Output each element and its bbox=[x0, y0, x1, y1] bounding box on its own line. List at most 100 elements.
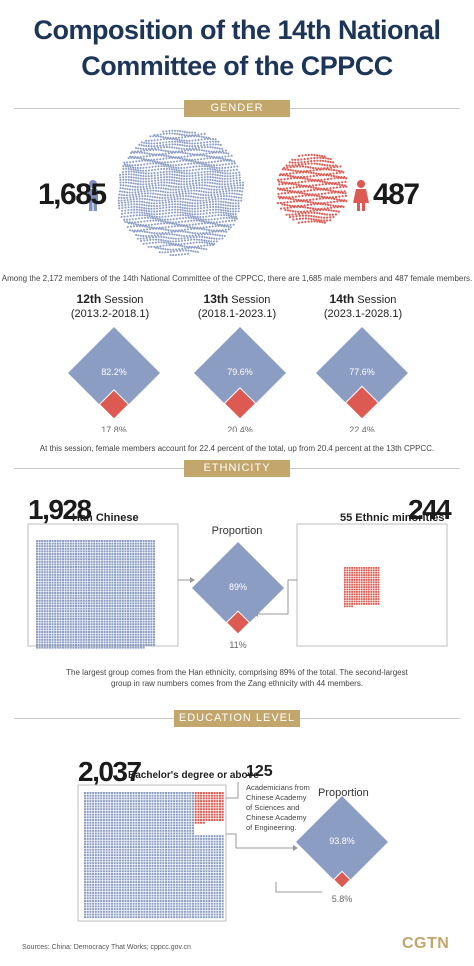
han-dot bbox=[82, 586, 85, 589]
female-dot bbox=[294, 169, 297, 173]
han-dot bbox=[67, 628, 70, 631]
female-dot bbox=[329, 172, 332, 176]
male-dot bbox=[176, 171, 179, 174]
male-dot bbox=[145, 201, 148, 204]
male-dot bbox=[139, 155, 142, 159]
male-dot bbox=[124, 170, 127, 173]
han-dot bbox=[142, 612, 145, 615]
male-dot bbox=[137, 190, 140, 194]
male-dot bbox=[165, 157, 168, 160]
han-dot bbox=[147, 542, 150, 545]
female-dot bbox=[276, 202, 279, 205]
male-dot bbox=[179, 206, 182, 209]
male-dot bbox=[169, 248, 172, 251]
male-dot bbox=[148, 242, 151, 245]
bachelor-dot bbox=[100, 800, 103, 803]
female-dot bbox=[313, 179, 316, 183]
bachelor-dot bbox=[175, 797, 178, 800]
han-dot bbox=[85, 563, 88, 566]
han-dot bbox=[82, 573, 85, 576]
han-dot bbox=[46, 547, 49, 550]
han-dot bbox=[101, 625, 103, 628]
han-dot bbox=[119, 560, 122, 563]
minority-dot bbox=[356, 576, 358, 579]
minority-dot bbox=[360, 583, 363, 586]
male-dot bbox=[134, 193, 137, 196]
minority-dot bbox=[346, 598, 349, 600]
han-dot bbox=[64, 644, 67, 646]
female-dot bbox=[336, 191, 339, 194]
male-dot bbox=[205, 209, 209, 212]
han-dot bbox=[49, 553, 51, 555]
han-dot bbox=[145, 638, 148, 641]
female-dot bbox=[285, 187, 289, 190]
academician-description: Academicians from Chinese Academy of Sci… bbox=[246, 783, 310, 833]
han-dot bbox=[119, 605, 122, 607]
bachelor-dot bbox=[186, 805, 189, 808]
han-dot bbox=[129, 579, 132, 581]
male-dot bbox=[164, 226, 167, 229]
male-dot bbox=[203, 233, 206, 236]
female-dot bbox=[289, 186, 292, 190]
han-dot bbox=[49, 605, 51, 607]
bachelor-dot bbox=[119, 797, 122, 800]
male-dot bbox=[210, 229, 213, 232]
han-dot bbox=[150, 558, 153, 561]
male-dot bbox=[223, 180, 226, 183]
han-dot bbox=[132, 597, 135, 600]
male-dot bbox=[211, 146, 214, 149]
bachelor-dot bbox=[181, 827, 184, 830]
male-dot bbox=[188, 212, 191, 215]
han-dot bbox=[134, 610, 137, 613]
han-dot bbox=[153, 560, 155, 563]
han-dot bbox=[116, 628, 119, 631]
male-dot bbox=[203, 206, 206, 209]
male-dot bbox=[126, 221, 129, 224]
minority-dot bbox=[353, 567, 356, 569]
session-diamonds: 82.2%17.8%79.6%20.4%77.6%22.4% bbox=[68, 327, 408, 432]
han-dot bbox=[69, 566, 72, 568]
minority-dot bbox=[346, 600, 349, 603]
han-dot bbox=[51, 638, 54, 641]
han-dot bbox=[119, 628, 122, 631]
male-dot bbox=[152, 162, 155, 165]
han-dot bbox=[142, 586, 145, 589]
male-dot bbox=[130, 170, 133, 173]
han-dot bbox=[80, 605, 83, 607]
female-dot bbox=[298, 191, 301, 194]
han-dot bbox=[103, 623, 106, 626]
bachelor-dot bbox=[151, 824, 154, 827]
male-dot bbox=[126, 161, 129, 164]
male-dot bbox=[142, 166, 145, 169]
han-dot bbox=[140, 597, 142, 600]
male-dot bbox=[217, 206, 220, 209]
male-dot bbox=[211, 233, 214, 236]
female-dot bbox=[328, 213, 332, 216]
gender-summary: At this session, female members account … bbox=[39, 444, 435, 453]
male-dot bbox=[189, 154, 192, 157]
minority-dot bbox=[363, 579, 365, 581]
han-dot bbox=[124, 558, 127, 561]
han-dot bbox=[36, 579, 38, 581]
bachelor-dot bbox=[189, 805, 192, 808]
male-dot bbox=[180, 163, 184, 166]
female-dot bbox=[307, 217, 310, 220]
han-dot bbox=[67, 625, 70, 628]
han-dot bbox=[62, 589, 64, 592]
male-dot bbox=[157, 227, 160, 230]
bachelor-dot bbox=[92, 800, 95, 803]
male-dot bbox=[135, 214, 138, 217]
male-dot bbox=[195, 162, 198, 165]
han-dot bbox=[82, 623, 85, 626]
han-dot bbox=[101, 576, 103, 579]
han-dot bbox=[59, 558, 62, 561]
han-dot bbox=[150, 571, 153, 574]
han-dot bbox=[132, 633, 135, 636]
han-dot bbox=[134, 553, 137, 555]
han-dot bbox=[75, 592, 77, 594]
han-dot bbox=[49, 623, 51, 626]
han-dot bbox=[129, 592, 132, 594]
han-dot bbox=[98, 623, 101, 626]
han-dot bbox=[77, 545, 80, 548]
han-dot bbox=[54, 558, 57, 561]
